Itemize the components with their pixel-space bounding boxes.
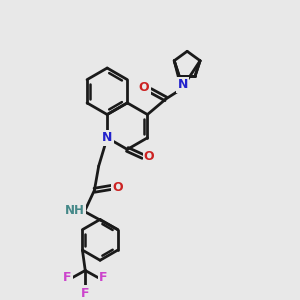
- Text: F: F: [63, 271, 72, 284]
- Text: N: N: [102, 131, 112, 144]
- Text: N: N: [178, 78, 188, 91]
- Text: F: F: [99, 271, 107, 284]
- Text: O: O: [112, 181, 123, 194]
- Text: F: F: [81, 287, 89, 300]
- Text: NH: NH: [64, 204, 85, 217]
- Text: O: O: [144, 150, 154, 163]
- Text: O: O: [139, 80, 149, 94]
